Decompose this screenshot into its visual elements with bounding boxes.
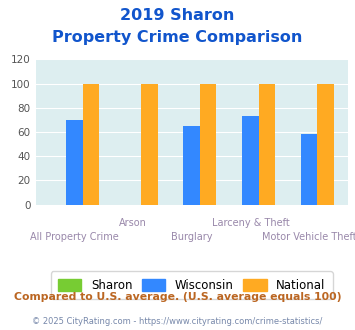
Bar: [83, 83, 99, 205]
Bar: [317, 83, 334, 205]
Text: © 2025 CityRating.com - https://www.cityrating.com/crime-statistics/: © 2025 CityRating.com - https://www.city…: [32, 317, 323, 326]
Text: Larceny & Theft: Larceny & Theft: [212, 218, 289, 228]
Text: 2019 Sharon: 2019 Sharon: [120, 8, 235, 23]
Bar: [301, 134, 317, 205]
Bar: [141, 83, 158, 205]
Bar: [184, 126, 200, 205]
Text: All Property Crime: All Property Crime: [30, 232, 119, 242]
Bar: [200, 83, 216, 205]
Bar: [66, 120, 83, 205]
Legend: Sharon, Wisconsin, National: Sharon, Wisconsin, National: [51, 272, 333, 299]
Bar: [258, 83, 275, 205]
Text: Compared to U.S. average. (U.S. average equals 100): Compared to U.S. average. (U.S. average …: [14, 292, 341, 302]
Text: Burglary: Burglary: [171, 232, 212, 242]
Bar: [242, 116, 258, 205]
Text: Property Crime Comparison: Property Crime Comparison: [52, 30, 303, 45]
Text: Arson: Arson: [119, 218, 147, 228]
Text: Motor Vehicle Theft: Motor Vehicle Theft: [262, 232, 355, 242]
